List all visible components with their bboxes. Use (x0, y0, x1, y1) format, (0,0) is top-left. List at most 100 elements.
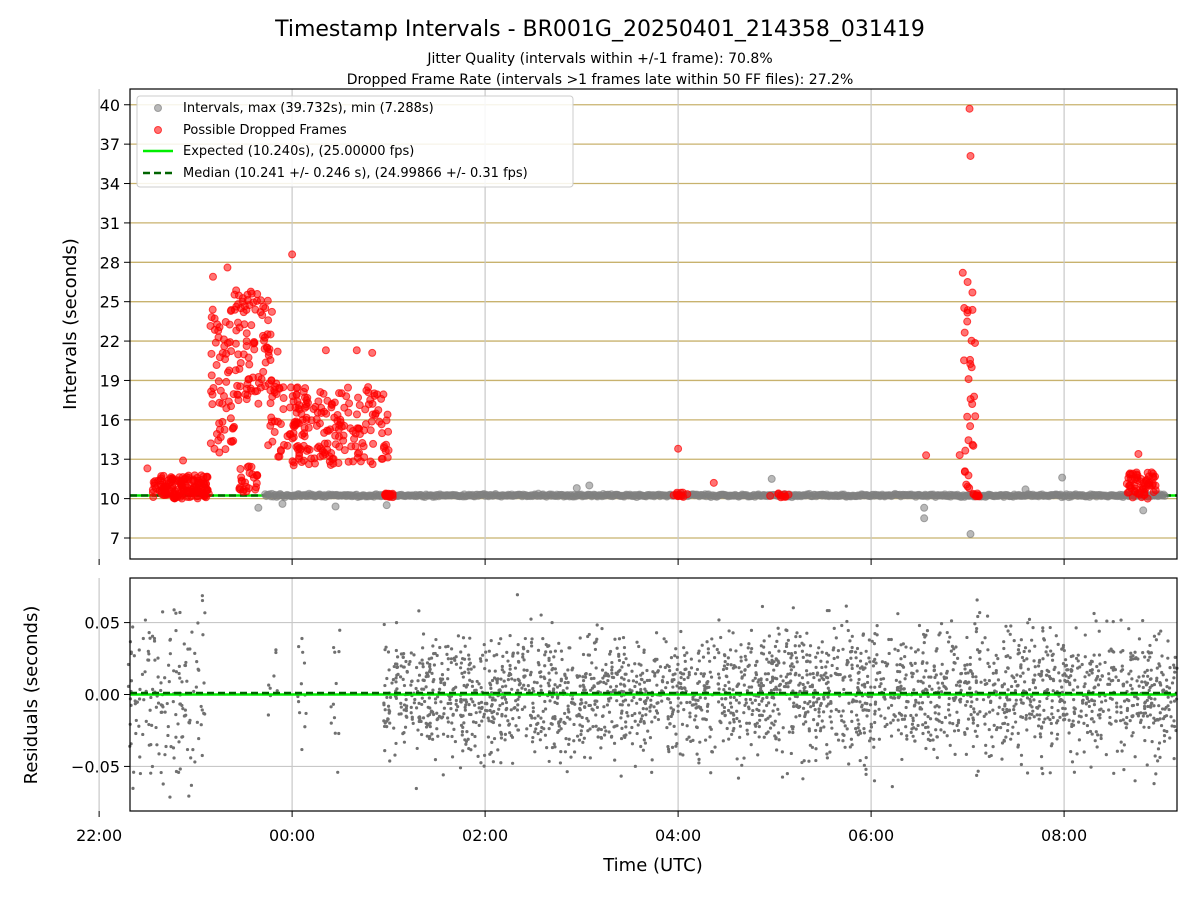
residual-point (440, 673, 445, 677)
residual-point (911, 716, 915, 720)
residual-point (747, 721, 752, 725)
residual-point (1012, 676, 1016, 680)
residual-point (726, 708, 731, 713)
dropped-frame-point (268, 392, 277, 401)
residual-point (545, 746, 549, 750)
residual-point (697, 757, 701, 761)
residual-point (446, 716, 450, 720)
residual-point (770, 675, 775, 679)
residual-point (382, 719, 386, 723)
residual-point (864, 767, 868, 771)
residual-point (1046, 653, 1050, 657)
residual-point (898, 680, 902, 684)
residual-point (563, 680, 567, 685)
residual-point (1152, 704, 1156, 708)
residual-point (1124, 726, 1128, 730)
legend-marker-intervals (154, 104, 162, 112)
residual-point (529, 617, 533, 621)
residual-point (402, 652, 406, 656)
residual-point (392, 664, 396, 669)
dropped-frame-point (208, 305, 217, 314)
residual-point (644, 713, 648, 717)
residual-point (772, 696, 776, 700)
residual-point (482, 764, 486, 768)
residual-point (628, 731, 632, 735)
residual-point (1032, 659, 1036, 663)
residual-point (815, 651, 820, 655)
residual-point (461, 749, 465, 753)
residual-point (727, 737, 731, 741)
residual-point (404, 714, 408, 718)
residual-point (418, 661, 422, 665)
residual-point (712, 644, 716, 648)
interval-point (278, 499, 287, 508)
residual-point (557, 641, 561, 645)
residual-point (183, 663, 187, 667)
residual-point (174, 670, 178, 674)
residual-point (966, 717, 971, 721)
residual-point (624, 672, 628, 676)
dropped-frame-point (245, 360, 254, 369)
residual-point (664, 640, 668, 644)
residual-point (725, 666, 729, 671)
residual-point (523, 636, 527, 641)
residual-point (297, 711, 302, 715)
interval-point (635, 490, 644, 499)
residual-point (889, 703, 894, 708)
dropped-frame-point (1137, 493, 1146, 502)
residual-point (830, 726, 834, 730)
residual-point (958, 700, 962, 704)
residual-point (874, 661, 878, 665)
residual-point (719, 721, 723, 725)
residual-point (605, 703, 610, 707)
residual-point (490, 711, 494, 715)
residual-point (489, 639, 493, 643)
residual-point (723, 684, 727, 688)
residual-point (757, 724, 761, 729)
residual-point (534, 727, 538, 731)
residual-point (735, 757, 739, 761)
residual-point (137, 648, 141, 652)
residual-point (180, 735, 184, 739)
residual-point (747, 685, 751, 689)
residual-point (901, 642, 905, 646)
residual-point (642, 650, 646, 655)
residual-point (731, 729, 735, 733)
residual-point (722, 705, 727, 710)
residual-point (1141, 650, 1145, 655)
interval-point (1058, 473, 1067, 482)
residual-point (903, 714, 907, 718)
residual-point (497, 707, 501, 711)
residual-point (535, 722, 539, 726)
residual-point (607, 730, 611, 734)
residual-point (1097, 629, 1101, 633)
residual-point (1070, 760, 1075, 764)
residual-point (473, 688, 477, 693)
residual-point (581, 740, 585, 744)
residual-point (147, 652, 151, 656)
dropped-frame-point (251, 305, 260, 314)
residual-point (856, 686, 860, 690)
residual-point (520, 686, 524, 690)
residual-point (547, 759, 551, 764)
residual-point (449, 647, 454, 651)
residual-point (848, 650, 853, 654)
residual-point (1071, 723, 1076, 727)
residual-point (614, 684, 619, 688)
residual-point (952, 652, 956, 657)
residual-point (875, 633, 879, 637)
residual-point (1006, 729, 1010, 733)
residual-point (382, 622, 386, 627)
residual-point (949, 619, 954, 623)
residual-point (1004, 624, 1008, 628)
residual-point (976, 724, 980, 728)
residual-point (425, 672, 430, 677)
residual-point (946, 708, 951, 712)
residual-point (333, 650, 337, 654)
dropped-frame-point (207, 371, 216, 380)
residual-point (533, 716, 537, 720)
residual-point (974, 630, 978, 634)
residual-point (464, 742, 468, 746)
residual-point (789, 651, 794, 656)
residual-point (745, 728, 749, 732)
